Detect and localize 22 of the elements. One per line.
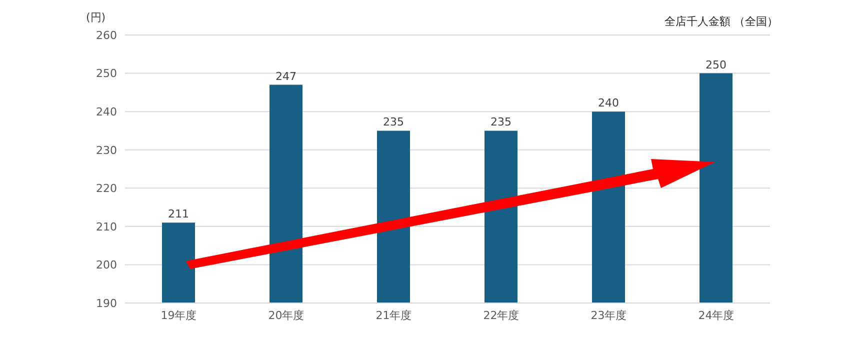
data-label: 240	[598, 96, 619, 110]
x-tick-label: 20年度	[268, 308, 304, 322]
data-label: 250	[706, 58, 726, 72]
y-tick-label: 240	[96, 105, 117, 118]
y-axis-title: (円)	[86, 10, 106, 25]
data-label: 235	[383, 116, 404, 129]
y-tick-label: 230	[96, 144, 117, 157]
x-tick-label: 23年度	[590, 308, 627, 322]
x-tick-label: 19年度	[160, 308, 197, 322]
y-tick-label: 190	[96, 296, 117, 310]
x-tick-label: 21年度	[376, 308, 412, 322]
data-label: 247	[276, 70, 296, 83]
data-label: 235	[490, 116, 512, 129]
y-tick-label: 250	[96, 67, 117, 80]
chart-title: 全店千人金額 （全国）	[664, 14, 778, 29]
y-tick-label: 220	[96, 182, 117, 196]
x-tick-label: 22年度	[483, 308, 520, 322]
x-tick-label: 24年度	[698, 308, 734, 322]
y-tick-label: 260	[96, 28, 117, 42]
y-tick-label: 200	[96, 258, 117, 272]
y-tick-label: 210	[96, 220, 117, 234]
data-label: 211	[168, 208, 189, 221]
